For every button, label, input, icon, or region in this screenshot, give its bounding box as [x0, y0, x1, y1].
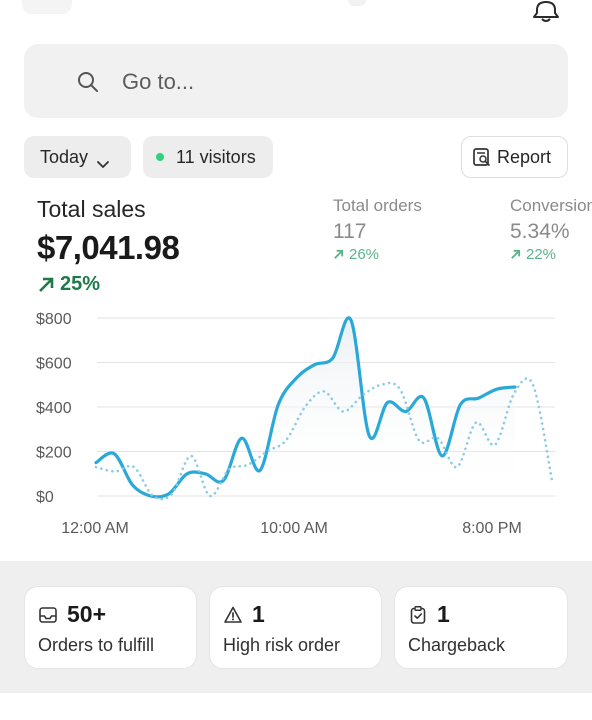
chargeback-count: 1: [437, 601, 450, 627]
chargeback-label: Chargeback: [408, 635, 506, 655]
conversion-value: 5.34%: [510, 220, 570, 243]
sales-series-line[interactable]: [94, 316, 517, 499]
search-input[interactable]: [122, 66, 522, 98]
report-button[interactable]: Report: [461, 136, 568, 178]
x-tick-label: 10:00 AM: [260, 520, 328, 537]
arrow-up-right-icon: [511, 249, 521, 259]
chargeback-card[interactable]: 1 Chargeback: [394, 586, 568, 669]
conversion-metric[interactable]: Conversion rate 5.34% 22%: [510, 196, 592, 263]
warning-icon: [224, 606, 242, 623]
x-tick-label: 8:00 PM: [462, 520, 522, 537]
chevron-down-icon: [97, 153, 109, 168]
bell-icon[interactable]: [531, 0, 561, 22]
high-risk-order-count: 1: [252, 601, 265, 627]
y-tick-label: $800: [36, 311, 72, 328]
report-icon: [472, 147, 492, 167]
conversion-label: Conversion rate: [510, 196, 592, 215]
total-sales-change-value: 25%: [60, 273, 101, 295]
total-orders-value: 117: [333, 220, 367, 243]
y-tick-label: $400: [36, 400, 72, 417]
sales-area-fill: [96, 317, 515, 497]
high-risk-order-card[interactable]: 1 High risk order: [209, 586, 382, 669]
total-sales-change: 25%: [37, 273, 100, 296]
date-range-dropdown[interactable]: Today: [24, 136, 131, 178]
y-tick-label: $0: [36, 489, 54, 506]
search-icon: [76, 70, 100, 94]
clipboard-check-icon: [410, 605, 426, 624]
top-left-element: [22, 0, 72, 14]
total-sales-label: Total sales: [37, 196, 146, 222]
high-risk-order-label: High risk order: [223, 635, 341, 655]
conversion-change-value: 22%: [526, 246, 557, 263]
orders-to-fulfill-count: 50+: [67, 601, 107, 627]
top-center-element: [348, 0, 366, 6]
visitors-label: 11 visitors: [176, 146, 256, 167]
total-orders-change-value: 26%: [349, 246, 380, 263]
orders-to-fulfill-card[interactable]: 50+ Orders to fulfill: [24, 586, 197, 669]
total-orders-label: Total orders: [333, 196, 422, 215]
total-orders-metric[interactable]: Total orders 117 26%: [333, 196, 422, 263]
conversion-change: 22%: [510, 246, 592, 263]
y-tick-label: $200: [36, 445, 72, 462]
comparison-series-line[interactable]: [94, 377, 554, 501]
sales-line-chart[interactable]: $800 $600 $400 $200 $0 12:00 AM 10:00 AM 8:00 P…: [0, 306, 592, 550]
search-bar[interactable]: [24, 44, 568, 118]
x-tick-label: 12:00 AM: [61, 520, 129, 537]
arrow-up-right-icon: [39, 277, 54, 292]
live-visitors-button[interactable]: 11 visitors: [143, 136, 273, 178]
total-sales-value: $7,041.98: [37, 229, 180, 266]
orders-to-fulfill-label: Orders to fulfill: [38, 635, 155, 655]
date-range-label: Today: [40, 146, 89, 167]
live-status-dot: [156, 153, 164, 161]
inbox-icon: [39, 606, 57, 623]
arrow-up-right-icon: [334, 249, 344, 259]
top-bar: [0, 0, 592, 30]
y-tick-label: $600: [36, 356, 72, 373]
report-label: Report: [497, 146, 552, 167]
total-orders-change: 26%: [333, 246, 422, 263]
